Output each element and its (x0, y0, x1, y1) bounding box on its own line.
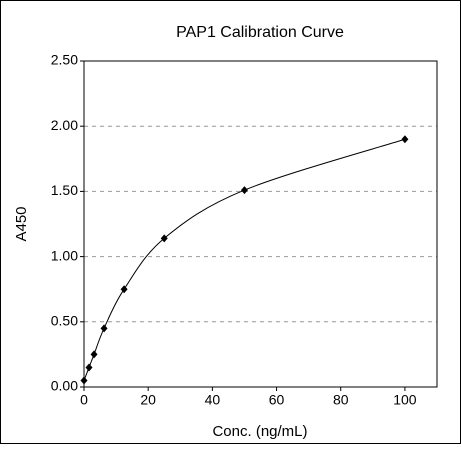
y-axis-label: A450 (13, 206, 30, 241)
chart-title: PAP1 Calibration Curve (176, 24, 344, 41)
marker (160, 234, 168, 243)
x-tick-label: 20 (140, 392, 156, 408)
y-tick-label: 1.50 (51, 182, 78, 198)
x-tick-label: 100 (393, 392, 417, 408)
x-axis-label: Conc. (ng/mL) (212, 423, 307, 440)
y-tick-label: 2.50 (51, 52, 78, 68)
y-tick-label: 2.00 (51, 117, 78, 133)
x-tick-label: 40 (205, 392, 221, 408)
x-tick-label: 80 (333, 392, 349, 408)
marker (401, 135, 409, 144)
y-tick-label: 1.00 (51, 247, 78, 263)
marker (90, 350, 98, 359)
plot-area (83, 60, 438, 388)
marker (120, 285, 128, 294)
marker (80, 376, 88, 385)
marker (85, 363, 93, 372)
y-tick-label: 0.50 (51, 313, 78, 329)
y-tick-label: 0.00 (51, 378, 78, 394)
marker (240, 186, 248, 195)
x-tick-label: 0 (80, 392, 88, 408)
marker (100, 324, 108, 333)
x-tick-label: 60 (269, 392, 285, 408)
